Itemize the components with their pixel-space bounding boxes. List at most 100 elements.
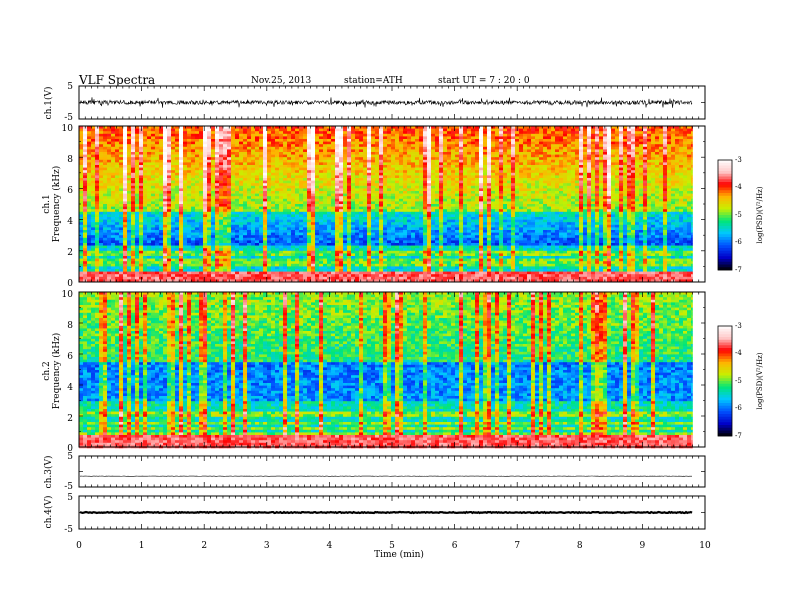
spectrogram-cell	[519, 131, 523, 134]
spectrogram-cell	[119, 144, 123, 147]
spectrogram-cell	[119, 155, 123, 158]
spectrogram-cell	[487, 129, 491, 132]
spectrogram-cell	[639, 136, 643, 139]
spectrogram-cell	[267, 152, 271, 155]
spectrogram-cell	[179, 155, 183, 158]
spectrogram-cell	[107, 136, 111, 139]
spectrogram-cell	[667, 131, 671, 134]
spectrogram-cell	[611, 147, 615, 150]
spectrogram-cell	[595, 129, 599, 132]
spectrogram-cell	[587, 134, 591, 137]
spectrogram-cell	[375, 142, 379, 145]
spectrogram-cell	[107, 152, 111, 155]
spectrogram-cell	[427, 139, 431, 142]
spectrogram-cell	[331, 149, 335, 152]
spectrogram-cell	[255, 155, 259, 158]
spectrogram-cell	[151, 139, 155, 142]
spectrogram-cell	[315, 152, 319, 155]
spectrogram-cell	[183, 134, 187, 137]
spectrogram-cell	[359, 155, 363, 158]
spectrogram-cell	[227, 134, 231, 137]
spectrogram-cell	[331, 139, 335, 142]
spectrogram-cell	[95, 139, 99, 142]
spectrogram-cell	[579, 139, 583, 142]
spectrogram-cell	[155, 129, 159, 132]
spectrogram-cell	[431, 134, 435, 137]
spectrogram-cell	[163, 149, 167, 152]
spectrogram-cell	[691, 131, 693, 134]
spectrogram-cell	[239, 142, 243, 145]
spectrogram-cell	[339, 144, 343, 147]
spectrogram-cell	[175, 152, 179, 155]
spectrogram-cell	[215, 149, 219, 152]
spectrogram-cell	[459, 144, 463, 147]
spectrogram-cell	[163, 152, 167, 155]
spectrogram-cell	[263, 136, 267, 139]
spectrogram-cell	[651, 131, 655, 134]
spectrogram-cell	[355, 131, 359, 134]
spectrogram-cell	[495, 152, 499, 155]
spectrogram-cell	[643, 129, 647, 132]
spectrogram-cell	[283, 129, 287, 132]
spectrogram-cell	[235, 136, 239, 139]
spectrogram-cell	[187, 139, 191, 142]
spectrogram-cell	[411, 136, 415, 139]
spectrogram-cell	[83, 147, 87, 150]
spectrogram-cell	[619, 136, 623, 139]
spectrogram-cell	[535, 131, 539, 134]
spectrogram-cell	[339, 155, 343, 158]
spectrogram-cell	[467, 149, 471, 152]
spectrogram-cell	[435, 142, 439, 145]
spectrogram-cell	[475, 131, 479, 134]
spectrogram-cell	[563, 149, 567, 152]
spectrogram-cell	[607, 131, 611, 134]
spectrogram-cell	[375, 155, 379, 158]
spectrogram-cell	[463, 144, 467, 147]
spectrogram-cell	[607, 134, 611, 137]
spectrogram-cell	[631, 136, 635, 139]
spectrogram-cell	[443, 152, 447, 155]
spectrogram-cell	[427, 131, 431, 134]
spectrogram-cell	[231, 144, 235, 147]
spectrogram-cell	[531, 129, 535, 132]
spectrogram-cell	[395, 142, 399, 145]
spectrogram-cell	[331, 142, 335, 145]
spectrogram-cell	[247, 136, 251, 139]
spectrogram-cell	[135, 149, 139, 152]
spectrogram-cell	[187, 149, 191, 152]
spectrogram-cell	[215, 134, 219, 137]
spectrogram-cell	[647, 152, 651, 155]
spectrogram-cell	[219, 144, 223, 147]
spectrogram-cell	[183, 136, 187, 139]
spectrogram-cell	[455, 131, 459, 134]
spectrogram-cell	[259, 131, 263, 134]
spectrogram-cell	[179, 147, 183, 150]
spectrogram-cell	[683, 131, 687, 134]
spectrogram-cell	[239, 147, 243, 150]
spectrogram-cell	[611, 152, 615, 155]
spectrogram-cell	[119, 139, 123, 142]
spectrogram-cell	[103, 136, 107, 139]
spectrogram-cell	[303, 152, 307, 155]
spectrogram-cell	[359, 136, 363, 139]
spectrogram-cell	[159, 136, 163, 139]
spectrogram-cell	[227, 149, 231, 152]
spectrogram-cell	[663, 131, 667, 134]
spectrogram-cell	[303, 144, 307, 147]
spectrogram-cell	[587, 147, 591, 150]
spectrogram-cell	[315, 134, 319, 137]
spectrogram-cell	[375, 131, 379, 134]
spectrogram-cell	[615, 129, 619, 132]
spectrogram-cell	[227, 152, 231, 155]
spectrogram-cell	[499, 139, 503, 142]
spectrogram-cell	[315, 142, 319, 145]
spectrogram-cell	[175, 147, 179, 150]
spectrogram-cell	[467, 129, 471, 132]
spectrogram-cell	[583, 142, 587, 145]
spectrogram-cell	[207, 129, 211, 132]
spectrogram-cell	[211, 155, 215, 158]
spectrogram-cell	[439, 136, 443, 139]
spectrogram-cell	[151, 144, 155, 147]
spectrogram-cell	[331, 152, 335, 155]
spectrogram-cell	[299, 134, 303, 137]
